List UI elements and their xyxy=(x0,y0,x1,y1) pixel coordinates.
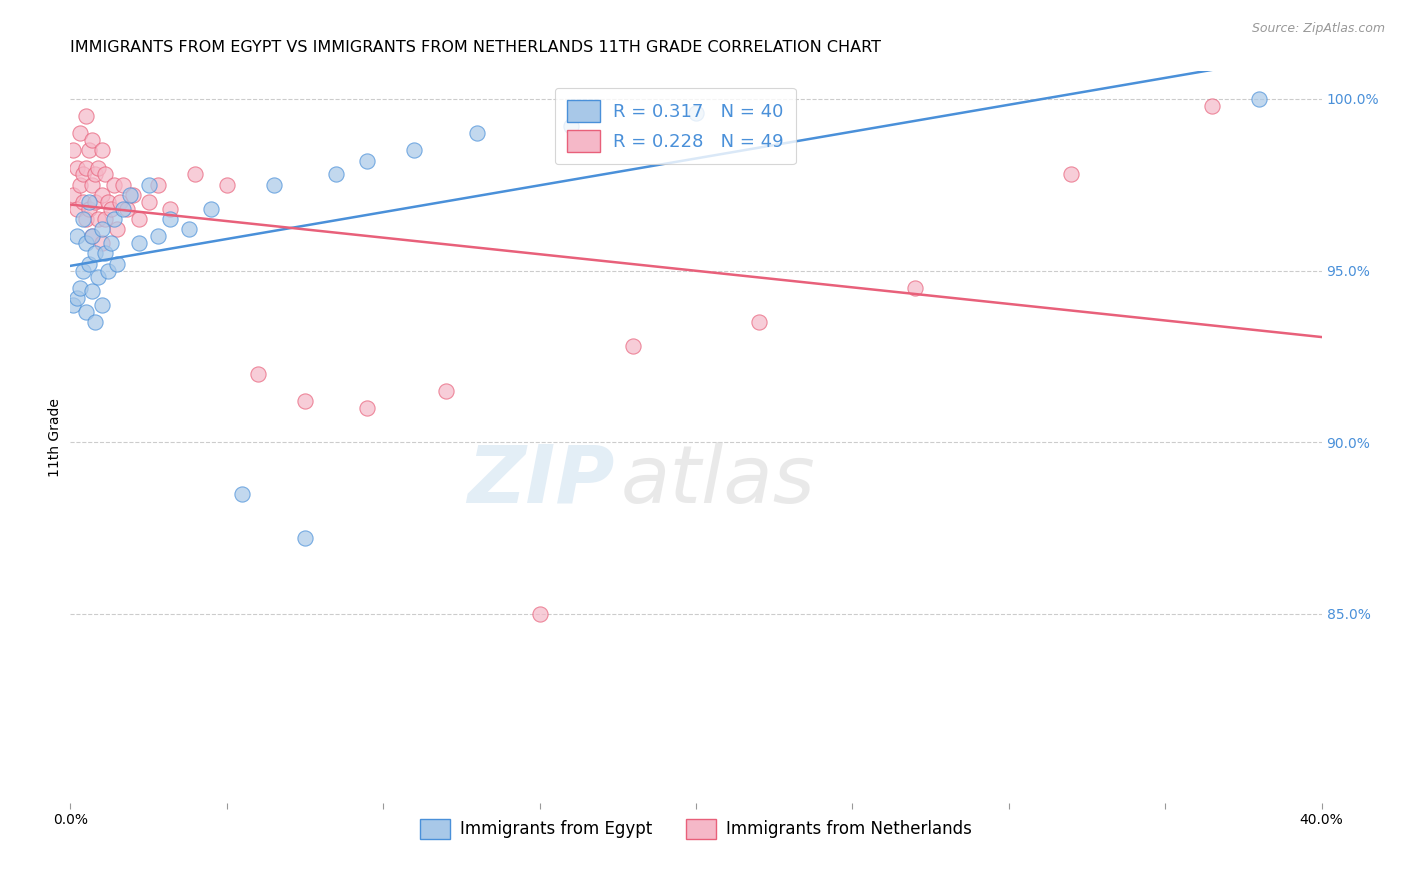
Point xyxy=(65,291,87,305)
Point xyxy=(465,126,488,140)
Point xyxy=(215,178,238,192)
Text: ZIP: ZIP xyxy=(467,442,614,520)
Point xyxy=(90,144,112,158)
Point xyxy=(75,304,97,318)
Point xyxy=(128,235,150,250)
Point xyxy=(65,202,87,216)
Point xyxy=(75,161,97,175)
Point xyxy=(247,367,270,381)
Point xyxy=(84,315,107,329)
Point xyxy=(159,202,181,216)
Point xyxy=(87,212,110,227)
Point xyxy=(110,194,132,209)
Point xyxy=(87,270,110,285)
Point xyxy=(118,188,141,202)
Point xyxy=(77,202,100,216)
Point xyxy=(90,235,112,250)
Point xyxy=(263,178,285,192)
Point xyxy=(69,178,91,192)
Point xyxy=(294,394,316,409)
Point xyxy=(82,284,104,298)
Point xyxy=(97,194,120,209)
Point xyxy=(128,212,150,227)
Point xyxy=(90,222,112,236)
Point xyxy=(294,532,316,546)
Point xyxy=(65,161,87,175)
Point xyxy=(103,212,125,227)
Point xyxy=(356,401,378,415)
Point xyxy=(100,202,122,216)
Point xyxy=(112,178,135,192)
Point xyxy=(560,120,582,134)
Point xyxy=(231,487,253,501)
Point xyxy=(77,257,100,271)
Point xyxy=(75,235,97,250)
Point xyxy=(72,212,94,227)
Point xyxy=(97,263,120,277)
Point xyxy=(82,229,104,244)
Point xyxy=(93,167,115,181)
Point xyxy=(121,188,145,202)
Point xyxy=(138,194,160,209)
Point xyxy=(77,144,100,158)
Point xyxy=(748,315,770,329)
Point xyxy=(434,384,457,398)
Point xyxy=(146,229,169,244)
Point xyxy=(112,202,135,216)
Point xyxy=(1249,92,1271,106)
Point xyxy=(115,202,138,216)
Point xyxy=(82,229,104,244)
Point xyxy=(75,109,97,123)
Point xyxy=(1060,167,1083,181)
Point xyxy=(62,144,84,158)
Point xyxy=(69,281,91,295)
Point xyxy=(75,212,97,227)
Point xyxy=(179,222,201,236)
Point xyxy=(103,178,125,192)
Point xyxy=(621,339,644,353)
Point xyxy=(82,178,104,192)
Point xyxy=(200,202,222,216)
Text: IMMIGRANTS FROM EGYPT VS IMMIGRANTS FROM NETHERLANDS 11TH GRADE CORRELATION CHAR: IMMIGRANTS FROM EGYPT VS IMMIGRANTS FROM… xyxy=(70,40,882,55)
Point xyxy=(904,281,927,295)
Point xyxy=(100,235,122,250)
Point xyxy=(62,188,84,202)
Point xyxy=(90,298,112,312)
Point xyxy=(93,212,115,227)
Point xyxy=(685,105,707,120)
Point xyxy=(404,144,426,158)
Point xyxy=(529,607,551,621)
Point xyxy=(62,298,84,312)
Point xyxy=(72,263,94,277)
Point xyxy=(84,246,107,260)
Point xyxy=(77,194,100,209)
Point xyxy=(65,229,87,244)
Point xyxy=(105,257,128,271)
Point xyxy=(72,167,94,181)
Point xyxy=(1201,98,1223,112)
Point xyxy=(87,161,110,175)
Text: Source: ZipAtlas.com: Source: ZipAtlas.com xyxy=(1251,22,1385,36)
Point xyxy=(184,167,207,181)
Point xyxy=(138,178,160,192)
Point xyxy=(90,188,112,202)
Point xyxy=(356,153,378,168)
Point xyxy=(93,246,115,260)
Legend: Immigrants from Egypt, Immigrants from Netherlands: Immigrants from Egypt, Immigrants from N… xyxy=(413,812,979,846)
Point xyxy=(105,222,128,236)
Point xyxy=(72,194,94,209)
Y-axis label: 11th Grade: 11th Grade xyxy=(48,398,62,476)
Text: atlas: atlas xyxy=(621,442,815,520)
Point xyxy=(69,126,91,140)
Point xyxy=(84,167,107,181)
Point xyxy=(84,194,107,209)
Point xyxy=(325,167,347,181)
Point xyxy=(82,133,104,147)
Point xyxy=(146,178,169,192)
Point xyxy=(159,212,181,227)
